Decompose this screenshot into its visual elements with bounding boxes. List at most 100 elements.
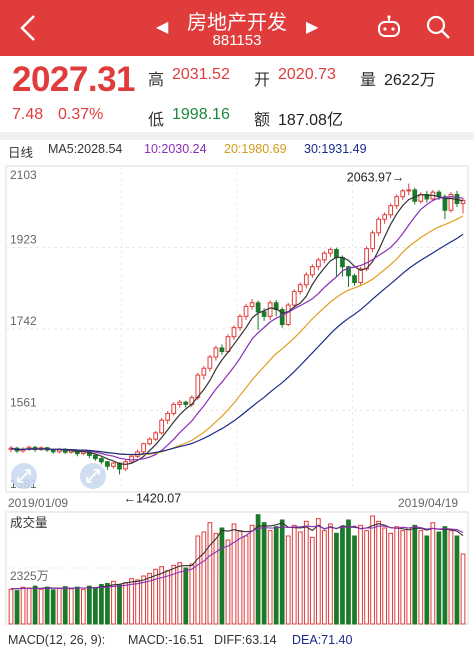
candle-body [346,266,351,277]
volume-bar [32,585,38,625]
diff-value: DIFF:63.14 [214,633,277,647]
candle-body [99,458,104,463]
candle-body [376,218,381,234]
period-tab-daily[interactable]: 日线 [8,146,34,160]
candle-body [424,193,430,200]
volume-bar [56,587,62,625]
candle-body [255,302,261,313]
stock-code: 881153 [212,32,262,49]
volume-bar [129,578,134,625]
zoom-in-icon[interactable] [80,463,106,489]
volume-bar [99,584,104,625]
ma5-line [10,193,464,466]
y-tick-label: 2103 [10,168,37,182]
current-price: 2027.31 [12,60,136,99]
volume-bar [261,522,267,625]
next-stock-icon[interactable]: ▶ [306,19,319,36]
kline-chart[interactable]: 210319231742156113812063.97→←1420.072019… [0,160,474,648]
back-icon[interactable] [14,12,44,44]
volume-bar [322,530,327,625]
candle-body [364,248,369,270]
candle-body [340,257,345,268]
zoom-out-icon[interactable] [11,463,37,489]
candle-body [448,193,454,211]
candle-body [207,356,213,369]
candle-body [129,455,134,463]
candle-body [219,347,225,353]
ma10-legend: 10:2030.24 [144,142,207,156]
volume-value: 2622万 [384,72,436,89]
previous-stock-icon[interactable]: ◀ [156,19,169,36]
volume-bar [370,515,375,625]
low-annotation: ←1420.07 [123,491,181,505]
volume-bar [334,532,339,625]
robot-assistant-icon[interactable] [376,14,402,40]
volume-bar [364,530,369,625]
candle-body [273,302,279,311]
volume-bar [346,519,351,625]
volume-bar [93,587,98,625]
volume-bar [424,535,430,625]
volume-bar [165,570,171,625]
candle-body [460,199,466,204]
volume-bar [279,519,285,625]
high-label: 高 [148,72,165,89]
y-tick-label: 1561 [10,396,37,410]
volume-bar [14,590,20,625]
candle-body [93,454,98,460]
x-end-date: 2019/04/19 [398,496,458,510]
candle-body [400,190,406,198]
volume-bar [303,520,309,625]
candle-body [370,232,375,250]
candle-body [243,305,249,317]
volume-bar [201,531,207,625]
candle-body [183,401,189,405]
candle-body [285,304,291,325]
volume-bar [285,535,291,625]
volume-bar [249,524,255,625]
volume-bar [454,535,460,625]
volume-bar [225,539,231,625]
volume-bar [117,584,122,625]
volume-bar [382,527,388,625]
candle-body [177,401,183,405]
volume-bar [352,535,357,625]
volume-bar [147,572,152,625]
candle-body [303,274,309,286]
volume-bar [358,524,363,625]
volume-bar [267,530,273,625]
search-icon[interactable] [424,13,452,41]
volume-bar [231,523,237,625]
candle-body [123,461,128,470]
price-change: 7.48 [12,106,44,123]
volume-title: 成交量 [10,515,48,530]
volume-y-tick: 2325万 [10,569,49,583]
volume-bar [442,526,448,625]
candle-body [159,419,165,434]
volume-bar [68,588,74,625]
volume-bar [153,568,159,625]
candle-body [406,189,412,192]
volume-ma10-line [10,525,464,590]
candle-body [382,214,388,220]
section-divider [0,132,474,140]
candle-body [105,461,110,467]
candle-body [213,347,219,358]
volume-bar [328,523,333,625]
volume-bar [141,575,146,625]
candle-body [111,462,116,467]
volume-bar [8,588,14,625]
volume-bar [135,579,140,625]
high-value: 2031.52 [172,66,230,83]
volume-bar [255,514,261,625]
volume-bar [412,524,418,625]
volume-bar [297,531,303,625]
volume-bar [44,586,50,625]
high-annotation: 2063.97→ [347,171,405,185]
candle-body [315,259,321,268]
volume-bar [50,589,56,625]
zoom-out-icon-arrows [17,469,31,483]
candle-body [412,189,418,202]
volume-bar [195,535,201,625]
volume-bar [418,530,424,625]
